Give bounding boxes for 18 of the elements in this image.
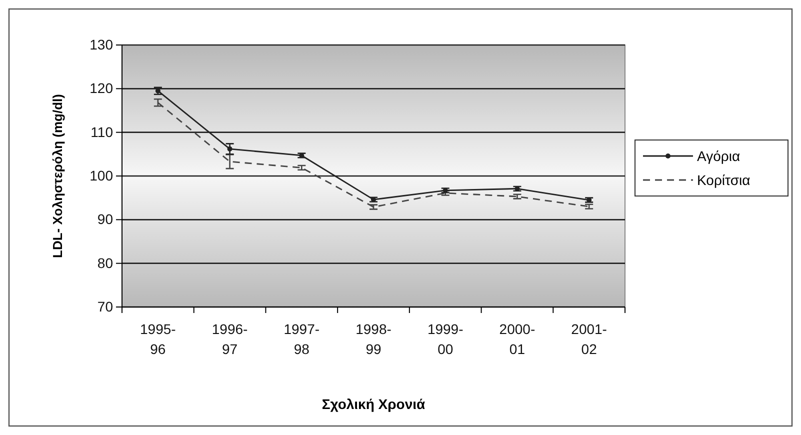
y-tick-label: 110 (90, 124, 114, 140)
y-tick-label: 130 (90, 36, 114, 52)
x-axis-title: Σχολική Χρονιά (322, 396, 426, 412)
x-tick-label: 1999- 00 (427, 321, 464, 357)
y-tick-label: 90 (97, 211, 114, 228)
x-tick-label: 2000- 01 (499, 321, 536, 357)
legend-label: Αγόρια (697, 148, 740, 164)
y-axis-title: LDL- Χοληστερόλη (mg/dl) (50, 94, 65, 258)
x-tick-label: 2001- 02 (571, 321, 608, 357)
legend-label: Κορίτσια (697, 172, 750, 188)
y-tick-label: 100 (90, 167, 114, 184)
y-tick-label: 120 (90, 80, 114, 96)
x-tick-label: 1995- 96 (140, 321, 176, 357)
x-tick-label: 1998- 99 (356, 321, 392, 357)
x-tick-label: 1996- 97 (212, 321, 248, 357)
y-tick-label: 70 (97, 298, 114, 314)
x-tick-label: 1997- 98 (284, 321, 320, 357)
y-tick-label: 80 (97, 254, 114, 271)
